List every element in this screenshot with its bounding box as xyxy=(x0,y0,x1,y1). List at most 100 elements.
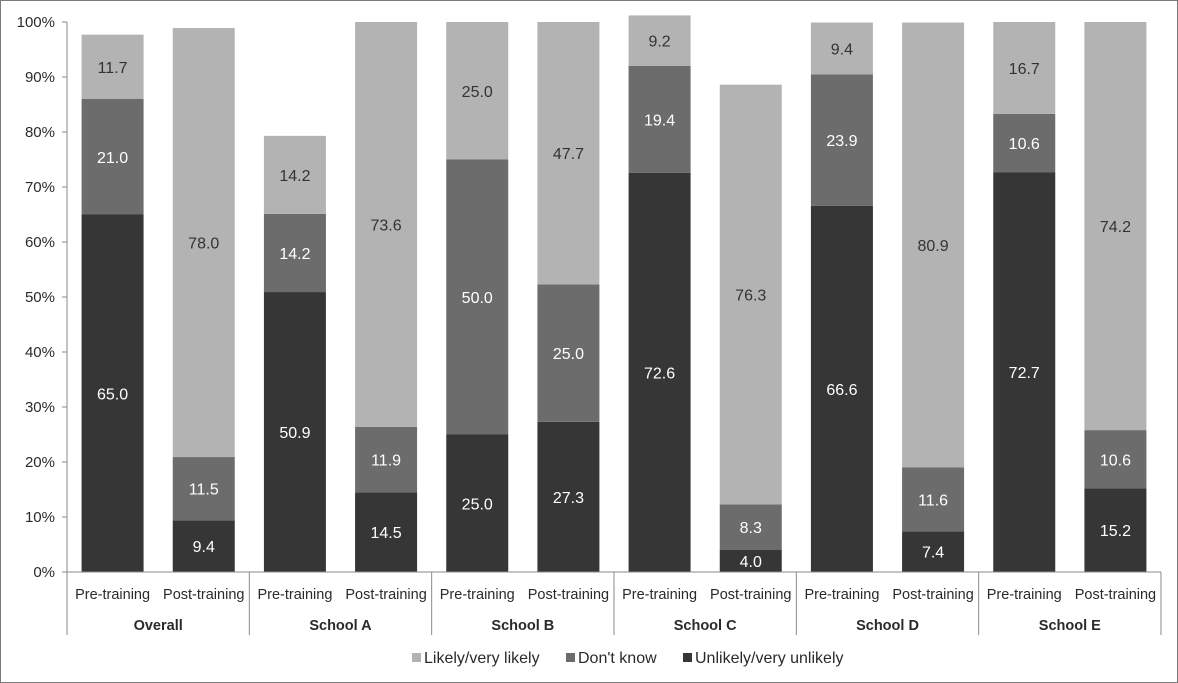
data-label: 72.6 xyxy=(644,365,675,382)
bar-segment xyxy=(446,22,509,160)
bar-segment xyxy=(1084,22,1147,431)
data-label: 9.4 xyxy=(831,41,853,58)
bar-segment xyxy=(993,172,1056,572)
data-label: 27.3 xyxy=(553,490,584,507)
y-tick-label: 90% xyxy=(25,69,55,86)
bar-segment xyxy=(719,504,782,550)
bar-category-label: Pre-training xyxy=(75,587,150,603)
bar-category-label: Pre-training xyxy=(804,587,879,603)
bar-segment xyxy=(902,531,965,572)
bar-segment xyxy=(537,284,600,422)
bar-segment xyxy=(355,22,418,427)
bar-category-label: Post-training xyxy=(710,587,791,603)
bar-segment xyxy=(993,113,1056,173)
bar-category-label: Post-training xyxy=(892,587,973,603)
bars-layer xyxy=(81,15,1147,572)
legend-swatch xyxy=(412,653,421,662)
legend-label: Unlikely/very unlikely xyxy=(695,650,844,667)
bar-segment xyxy=(81,99,144,215)
data-label: 9.4 xyxy=(193,539,215,556)
bar-segment xyxy=(993,22,1056,114)
axis-layer: 0% 10% 20% 30% 40% 50% 60% 70% 80% 90% 100% xyxy=(17,14,68,581)
y-tick-label: 60% xyxy=(25,234,55,251)
bar-segment xyxy=(628,172,691,572)
legend-label: Don't know xyxy=(578,650,657,667)
bar-category-label: Post-training xyxy=(345,587,426,603)
data-label: 76.3 xyxy=(735,288,766,305)
data-label: 47.7 xyxy=(553,146,584,163)
y-tick-label: 70% xyxy=(25,179,55,196)
data-labels-layer: 65.0 21.0 11.7 9.4 11.5 78.0 50.9 14.2 14.2 14.5 1… xyxy=(97,34,1131,571)
group-label: School D xyxy=(856,618,919,634)
data-label: 14.5 xyxy=(371,525,402,542)
data-label: 72.7 xyxy=(1009,365,1040,382)
data-label: 74.2 xyxy=(1100,219,1131,236)
data-label: 25.0 xyxy=(553,346,584,363)
bar-segment xyxy=(263,292,326,572)
group-label: School E xyxy=(1039,618,1101,634)
bar-segment xyxy=(172,520,235,572)
bar-segment xyxy=(1084,488,1147,572)
data-label: 15.2 xyxy=(1100,523,1131,540)
bar-segment xyxy=(81,214,144,572)
data-label: 14.2 xyxy=(279,168,310,185)
data-label: 66.6 xyxy=(826,382,857,399)
data-label: 25.0 xyxy=(462,496,493,513)
data-label: 10.6 xyxy=(1009,136,1040,153)
legend-swatch xyxy=(566,653,575,662)
bar-category-label: Post-training xyxy=(1075,587,1156,603)
data-label: 73.6 xyxy=(371,217,402,234)
bar-segment xyxy=(810,205,873,572)
group-label: School C xyxy=(674,618,737,634)
bar-segment xyxy=(81,34,144,99)
bar-segment xyxy=(537,22,600,285)
data-label: 16.7 xyxy=(1009,61,1040,78)
data-label: 23.9 xyxy=(826,133,857,150)
bar-segment xyxy=(810,22,873,75)
data-label: 50.0 xyxy=(462,290,493,307)
y-tick-label: 10% xyxy=(25,509,55,526)
bar-segment xyxy=(172,28,235,458)
data-label: 9.2 xyxy=(648,34,670,51)
bar-segment xyxy=(263,135,326,214)
bar-category-label: Pre-training xyxy=(622,587,697,603)
x-axis-layer: Pre-training Post-training Overall Pre-trai… xyxy=(66,571,1162,635)
data-label: 65.0 xyxy=(97,386,128,403)
y-tick-label: 20% xyxy=(25,454,55,471)
bar-segment xyxy=(172,457,235,521)
bar-segment xyxy=(902,22,965,468)
data-label: 25.0 xyxy=(462,84,493,101)
bar-segment xyxy=(719,84,782,505)
bar-category-label: Pre-training xyxy=(257,587,332,603)
data-label: 78.0 xyxy=(188,236,219,253)
bar-segment xyxy=(902,467,965,532)
bar-segment xyxy=(537,421,600,572)
data-label: 80.9 xyxy=(918,238,949,255)
y-tick-label: 100% xyxy=(17,14,55,31)
bar-segment xyxy=(1084,430,1147,489)
group-label: School B xyxy=(491,618,554,634)
data-label: 14.2 xyxy=(279,246,310,263)
group-label: School A xyxy=(309,618,372,634)
data-label: 8.3 xyxy=(740,520,762,537)
data-label: 11.7 xyxy=(98,60,128,77)
bar-segment xyxy=(628,15,691,66)
bar-segment xyxy=(355,426,418,493)
data-label: 21.0 xyxy=(97,150,128,167)
data-label: 10.6 xyxy=(1100,452,1131,469)
bar-category-label: Post-training xyxy=(163,587,244,603)
y-tick-label: 30% xyxy=(25,399,55,416)
bar-segment xyxy=(446,434,509,572)
bar-segment xyxy=(355,492,418,572)
bar-category-label: Pre-training xyxy=(440,587,515,603)
legend-swatch xyxy=(683,653,692,662)
data-label: 19.4 xyxy=(644,112,675,129)
data-label: 11.9 xyxy=(371,453,401,470)
bar-segment xyxy=(263,213,326,293)
legend: Likely/very likely Don't know Unlikely/ver… xyxy=(412,650,844,667)
y-tick-label: 80% xyxy=(25,124,55,141)
legend-label: Likely/very likely xyxy=(424,650,540,667)
y-tick-label: 50% xyxy=(25,289,55,306)
bar-category-label: Pre-training xyxy=(987,587,1062,603)
